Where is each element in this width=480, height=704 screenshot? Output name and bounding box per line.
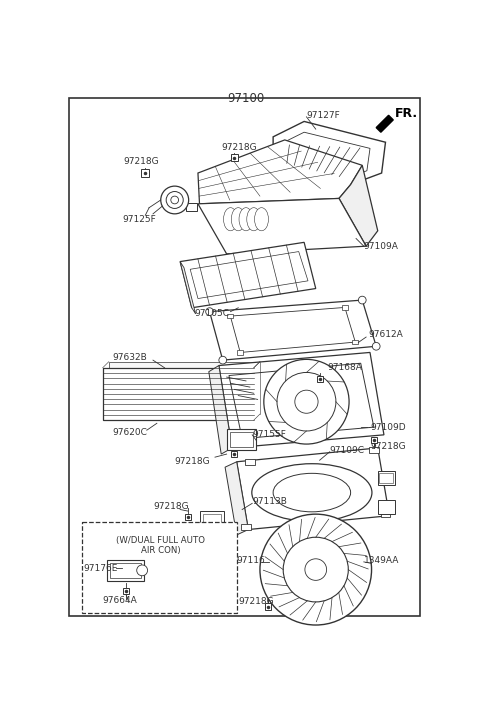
Bar	[109, 562, 141, 578]
Circle shape	[277, 372, 336, 431]
Ellipse shape	[239, 208, 253, 231]
Bar	[342, 305, 348, 310]
Ellipse shape	[247, 208, 261, 231]
Polygon shape	[273, 122, 385, 184]
Polygon shape	[180, 242, 316, 308]
Polygon shape	[279, 132, 370, 178]
Circle shape	[264, 359, 349, 444]
Bar	[227, 429, 256, 451]
Text: 97218G: 97218G	[175, 458, 210, 466]
Bar	[186, 203, 197, 210]
Bar	[230, 432, 253, 447]
Bar	[227, 314, 233, 318]
Bar	[369, 447, 379, 453]
Text: 97116: 97116	[237, 556, 265, 565]
Text: 97176E: 97176E	[83, 563, 118, 572]
Text: 97125F: 97125F	[122, 215, 156, 224]
Text: 97632B: 97632B	[113, 353, 147, 363]
Polygon shape	[209, 365, 232, 454]
Circle shape	[171, 196, 179, 204]
Bar	[107, 560, 144, 581]
Ellipse shape	[252, 464, 372, 522]
Bar	[241, 524, 251, 530]
Text: 1349AA: 1349AA	[364, 556, 399, 565]
Circle shape	[161, 186, 189, 214]
Text: (W/DUAL FULL AUTO: (W/DUAL FULL AUTO	[116, 536, 205, 545]
Bar	[142, 169, 149, 177]
Bar	[237, 350, 243, 355]
Polygon shape	[237, 448, 389, 529]
Circle shape	[260, 514, 372, 625]
Circle shape	[283, 537, 348, 602]
Ellipse shape	[231, 208, 245, 231]
Polygon shape	[339, 165, 378, 246]
Text: 97155F: 97155F	[252, 430, 286, 439]
Polygon shape	[229, 363, 374, 439]
Circle shape	[295, 390, 318, 413]
Text: 97109D: 97109D	[370, 422, 406, 432]
Text: 97218G: 97218G	[221, 143, 257, 152]
Bar	[103, 367, 254, 420]
Polygon shape	[219, 353, 384, 448]
Ellipse shape	[254, 208, 268, 231]
Bar	[230, 153, 238, 161]
Bar	[378, 471, 395, 485]
Circle shape	[359, 296, 366, 304]
Text: 97620C: 97620C	[113, 428, 147, 437]
Polygon shape	[376, 115, 393, 132]
Text: 97168A: 97168A	[327, 363, 362, 372]
Bar	[123, 588, 129, 594]
Circle shape	[219, 356, 227, 364]
Text: 97218G: 97218G	[153, 502, 189, 511]
Bar	[381, 511, 390, 517]
Polygon shape	[198, 140, 362, 204]
Text: FR.: FR.	[395, 107, 418, 120]
Ellipse shape	[273, 473, 350, 512]
Text: 97218G: 97218G	[123, 157, 159, 166]
Circle shape	[206, 308, 214, 315]
Text: 97218G: 97218G	[370, 442, 406, 451]
Text: 97127F: 97127F	[306, 111, 340, 120]
Bar	[379, 473, 393, 482]
Ellipse shape	[224, 208, 238, 231]
FancyBboxPatch shape	[82, 522, 237, 612]
Circle shape	[305, 559, 326, 580]
Text: 97100: 97100	[228, 92, 264, 105]
Text: AIR CON): AIR CON)	[141, 546, 180, 555]
Text: 97113B: 97113B	[252, 497, 287, 506]
Polygon shape	[198, 199, 366, 254]
Bar	[352, 340, 359, 344]
Bar	[316, 375, 323, 382]
Text: 97218G: 97218G	[238, 598, 274, 606]
Circle shape	[372, 342, 380, 350]
Polygon shape	[180, 262, 196, 314]
Polygon shape	[225, 462, 248, 535]
Circle shape	[166, 191, 183, 208]
Bar	[203, 514, 221, 525]
Bar	[200, 511, 224, 528]
Bar	[264, 603, 271, 610]
Text: 97109A: 97109A	[364, 241, 399, 251]
Polygon shape	[230, 308, 355, 353]
Text: 97664A: 97664A	[103, 596, 137, 605]
Bar	[378, 501, 395, 514]
Polygon shape	[109, 362, 260, 414]
Text: 97109C: 97109C	[330, 446, 365, 455]
Bar	[371, 437, 377, 444]
Bar	[245, 459, 254, 465]
Bar	[231, 451, 238, 457]
Circle shape	[137, 565, 147, 576]
Polygon shape	[210, 300, 376, 360]
Bar	[185, 514, 191, 520]
Text: 97105C: 97105C	[194, 310, 229, 318]
Text: 97612A: 97612A	[369, 330, 403, 339]
